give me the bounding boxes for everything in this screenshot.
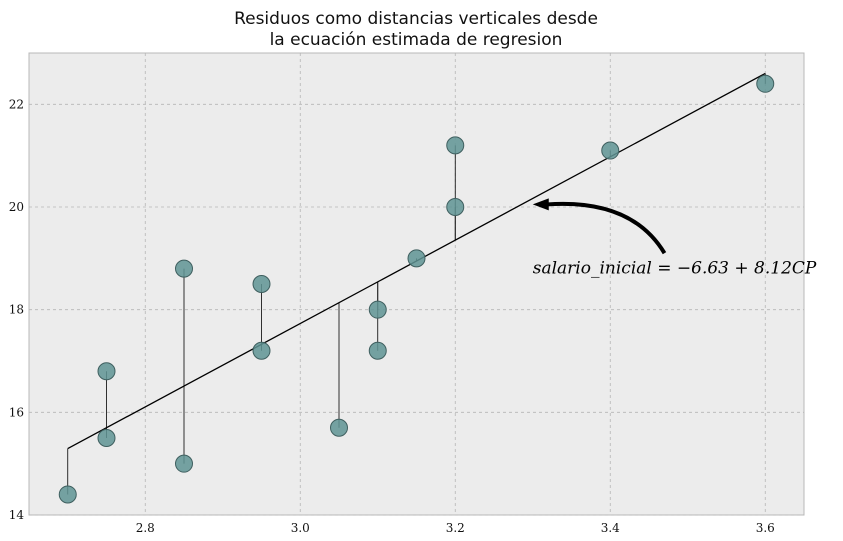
x-tick-label: 2.8 (136, 521, 155, 535)
y-tick-label: 16 (9, 405, 24, 419)
data-point (446, 136, 465, 155)
x-tick-label: 3.2 (446, 521, 465, 535)
x-tick-label: 3.0 (291, 521, 310, 535)
data-point (175, 259, 193, 278)
data-point (97, 362, 116, 381)
data-point (446, 198, 465, 216)
data-point (330, 418, 348, 437)
plot-background (28, 52, 805, 516)
y-tick-label: 20 (9, 200, 24, 214)
data-point (756, 74, 775, 93)
y-tick-label: 22 (9, 97, 24, 111)
chart-title: Residuos como distancias verticales desd… (234, 9, 598, 50)
chart-title-line-2: la ecuación estimada de regresion (270, 30, 563, 50)
data-point (368, 341, 387, 360)
data-point (175, 454, 193, 473)
annotation-arrowhead (532, 198, 549, 211)
grid-lines (29, 53, 804, 516)
data-point (368, 300, 387, 319)
regression-equation-annotation: salario_inicial = −6.63 + 8.12CP (533, 259, 817, 279)
data-point (407, 249, 426, 268)
data-point (97, 429, 116, 447)
data-point (58, 485, 77, 504)
data-points (58, 74, 775, 504)
annotation-group: salario_inicial = −6.63 + 8.12CP (532, 198, 817, 279)
y-tick-label: 18 (9, 303, 24, 317)
data-point (252, 341, 271, 360)
data-point (601, 141, 620, 160)
x-tick-label: 3.4 (601, 521, 620, 535)
x-tick-label: 3.6 (756, 521, 775, 535)
axis-ticks: 2.8 3.0 3.2 3.4 3.6 14 16 18 20 22 (9, 97, 775, 535)
chart-title-line-1: Residuos como distancias verticales desd… (234, 9, 598, 29)
data-point (252, 275, 271, 293)
y-tick-label: 14 (9, 508, 25, 522)
annotation-arrow (546, 201, 667, 255)
